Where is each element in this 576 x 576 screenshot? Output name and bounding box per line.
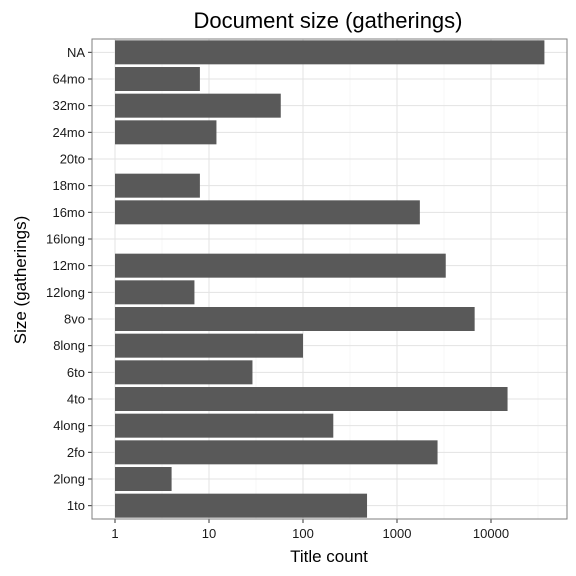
y-tick-label: 32mo: [52, 98, 85, 113]
bar-32mo: [115, 93, 281, 118]
bar-8vo: [115, 307, 475, 331]
x-tick-label: 10: [202, 526, 216, 541]
bar-4long: [115, 413, 334, 438]
bar-8long: [115, 333, 303, 358]
x-tick-label: 100: [292, 526, 314, 541]
bar-2long: [115, 467, 172, 491]
y-tick-label: 12mo: [52, 258, 85, 273]
bar-1to: [115, 493, 368, 518]
x-axis: 1 10 100 1000 10000: [111, 519, 509, 541]
y-tick-label: 16mo: [52, 205, 85, 220]
y-tick-label: 16long: [46, 232, 85, 247]
y-tick-label: 8long: [53, 338, 85, 353]
y-tick-label: 4long: [53, 418, 85, 433]
bar-16mo: [115, 200, 420, 225]
y-tick-label: 18mo: [52, 178, 85, 193]
bars: [115, 40, 545, 518]
plot-panel: [91, 38, 568, 520]
y-tick-label: 12long: [46, 285, 85, 300]
bar-18mo: [115, 173, 200, 198]
y-tick-label: 8vo: [64, 312, 85, 327]
y-tick-label: 2fo: [67, 445, 85, 460]
bar-12long: [115, 280, 195, 305]
y-tick-label: 1to: [67, 498, 85, 513]
y-tick-label: 6to: [67, 365, 85, 380]
y-tick-label: 24mo: [52, 125, 85, 140]
bar-6to: [115, 360, 253, 385]
y-axis: 1to 2long 2fo 4long 4to 6to 8long 8vo 12long 12mo…: [46, 45, 92, 513]
bar-64mo: [115, 67, 200, 91]
bar-2fo: [115, 440, 438, 465]
x-tick-label: 10000: [473, 526, 509, 541]
x-tick-label: 1000: [383, 526, 412, 541]
y-axis-title: Size (gatherings): [11, 216, 30, 345]
y-tick-label: NA: [67, 45, 85, 60]
x-tick-label: 1: [111, 526, 118, 541]
y-tick-label: 4to: [67, 392, 85, 407]
bar-12mo: [115, 253, 446, 278]
y-tick-label: 64mo: [52, 72, 85, 87]
chart-title: Document size (gatherings): [193, 8, 462, 33]
y-tick-label: 20to: [60, 152, 85, 167]
bar-4to: [115, 387, 508, 411]
x-axis-title: Title count: [290, 547, 368, 566]
bar-NA: [115, 40, 545, 65]
bar-24mo: [115, 120, 217, 145]
y-tick-label: 2long: [53, 472, 85, 487]
